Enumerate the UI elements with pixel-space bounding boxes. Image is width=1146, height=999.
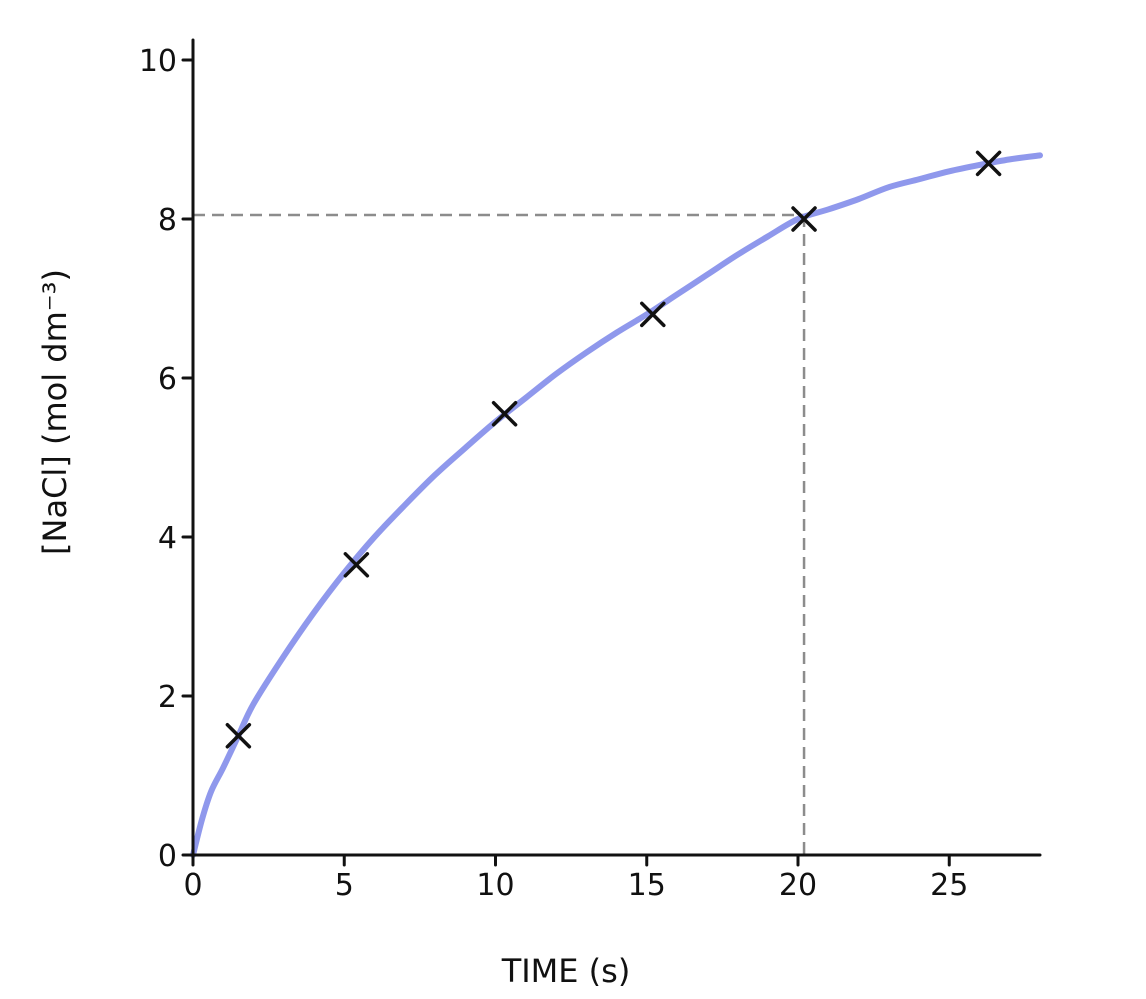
data-point-marker xyxy=(975,150,1002,177)
x-tick-label: 0 xyxy=(183,868,202,903)
x-tick-label: 25 xyxy=(930,868,968,903)
x-tick-label: 20 xyxy=(779,868,817,903)
data-point-marker xyxy=(225,723,252,749)
data-point-marker xyxy=(343,552,370,578)
y-tick-label: 4 xyxy=(158,521,177,556)
guide-lines xyxy=(193,213,806,855)
data-point-marker xyxy=(491,401,518,427)
y-tick-label: 10 xyxy=(139,44,177,79)
x-tick-label: 15 xyxy=(628,868,666,903)
x-tick-label: 10 xyxy=(476,868,514,903)
data-markers xyxy=(225,150,1002,749)
fitted-curve xyxy=(190,152,1043,858)
y-tick-label: 2 xyxy=(158,680,177,715)
y-tick-label: 8 xyxy=(158,203,177,238)
y-tick-label: 6 xyxy=(158,362,177,397)
data-point-marker xyxy=(640,301,666,328)
x-tick-label: 5 xyxy=(335,868,354,903)
y-axis-title: [NaCl] (mol dm⁻³) xyxy=(36,269,74,555)
x-axis-title: TIME (s) xyxy=(501,952,631,990)
axes xyxy=(191,38,1042,857)
data-point-marker xyxy=(791,206,817,232)
y-tick-label: 0 xyxy=(158,839,177,874)
ticks: 0 2 4 6 8 10 0 5 10 15 20 25 xyxy=(139,44,969,903)
